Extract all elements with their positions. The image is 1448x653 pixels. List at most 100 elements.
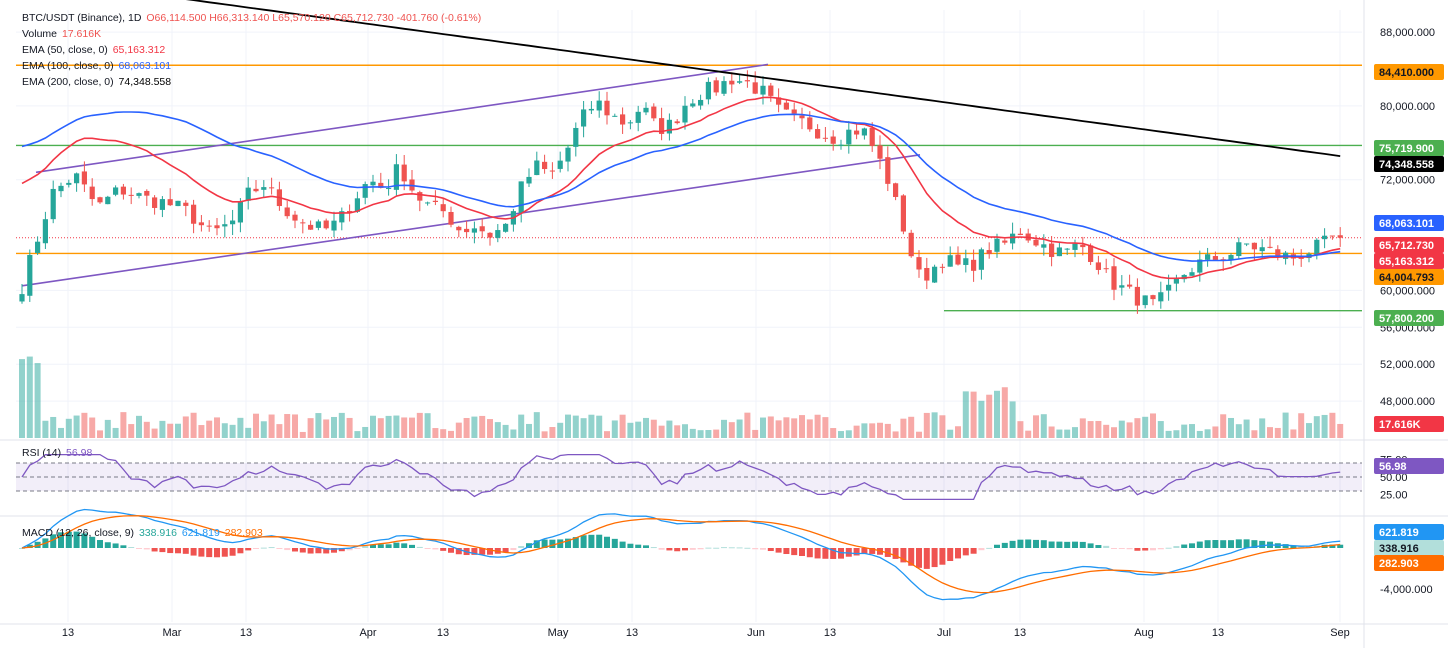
ema200-value: 74,348.558 xyxy=(118,76,172,88)
volume-bar xyxy=(494,422,501,438)
macd-histogram-bar xyxy=(1079,541,1086,548)
volume-bar xyxy=(167,423,174,438)
candle-body xyxy=(877,145,883,159)
candle-body xyxy=(198,222,204,226)
price-tag-label: 56.98 xyxy=(1379,461,1407,473)
volume-bar xyxy=(104,419,111,438)
candle-body xyxy=(456,226,462,231)
candle-body xyxy=(1041,244,1047,248)
volume-bar xyxy=(1337,423,1344,438)
macd-histogram-bar xyxy=(736,547,743,549)
candle-body xyxy=(471,228,477,233)
volume-value: 17.616K xyxy=(61,28,102,40)
ema50-line xyxy=(21,96,1341,280)
macd-histogram-bar xyxy=(955,548,961,559)
volume-bar xyxy=(136,415,142,438)
volume-bar xyxy=(432,428,439,438)
legend-ema50: EMA (50, close, 0) 65,163.312 xyxy=(22,44,167,56)
volume-bar xyxy=(1040,414,1047,438)
candle-body xyxy=(1033,239,1039,246)
candle-body xyxy=(1267,246,1273,248)
macd-histogram-bar xyxy=(73,531,80,548)
volume-bar xyxy=(861,423,868,438)
volume-bar xyxy=(1173,430,1180,438)
candle-body xyxy=(1322,235,1328,240)
volume-bar xyxy=(206,420,213,438)
candle-body xyxy=(1103,268,1109,270)
macd-histogram-bar xyxy=(1056,541,1063,548)
macd-histogram-bar xyxy=(1204,540,1211,548)
macd-histogram-bar xyxy=(978,548,985,551)
volume-bar xyxy=(1095,420,1102,438)
candle-body xyxy=(776,97,782,105)
macd-histogram-bar xyxy=(1337,544,1344,548)
x-tick-label: Aug xyxy=(1134,627,1154,639)
volume-bar xyxy=(1142,416,1149,438)
macd-histogram-bar xyxy=(1040,540,1047,548)
candle-body xyxy=(846,129,852,145)
candle-body xyxy=(604,100,610,116)
volume-bar xyxy=(81,412,88,438)
volume-bar xyxy=(315,413,322,438)
candle-body xyxy=(464,228,470,233)
volume-bar xyxy=(323,419,330,438)
candle-body xyxy=(596,100,602,111)
macd-histogram-bar xyxy=(1173,546,1180,548)
macd-histogram-bar xyxy=(471,548,478,555)
volume-bar xyxy=(830,428,837,438)
macd-histogram-bar xyxy=(1251,540,1258,548)
volume-bar xyxy=(89,417,96,438)
rsi-line xyxy=(21,453,1341,501)
candle-body xyxy=(35,241,41,253)
candle-body xyxy=(58,185,64,192)
macd-histogram-bar xyxy=(1150,548,1156,551)
macd-histogram-bar xyxy=(393,542,400,548)
volume-bar xyxy=(947,429,954,438)
x-tick-label: Mar xyxy=(163,627,182,639)
price-tag-bg xyxy=(1374,524,1444,540)
volume-bar xyxy=(619,414,626,438)
candle-body xyxy=(1072,243,1078,250)
price-tag-bg xyxy=(1374,215,1444,231)
macd-histogram-bar xyxy=(253,548,259,549)
volume-bar xyxy=(253,413,259,438)
candle-body xyxy=(1314,239,1320,255)
candle-body xyxy=(674,121,680,124)
candle-body xyxy=(1337,235,1343,238)
volume-bar xyxy=(666,420,673,438)
price-tick-label: 72,000.000 xyxy=(1380,175,1435,187)
macd-histogram-bar xyxy=(487,548,493,555)
volume-bar xyxy=(604,431,610,438)
macd-histogram-bar xyxy=(151,548,158,552)
candle-body xyxy=(347,210,353,213)
volume-bar xyxy=(596,415,603,438)
volume-bar xyxy=(1243,419,1250,438)
macd-histogram-bar xyxy=(682,548,688,551)
volume-bar xyxy=(1196,430,1203,438)
candle-body xyxy=(1275,249,1281,257)
volume-bar xyxy=(838,431,844,438)
volume-bar xyxy=(354,431,361,438)
macd-histogram-bar xyxy=(814,548,821,559)
macd-histogram-bar xyxy=(947,548,954,562)
volume-bar xyxy=(1150,413,1156,438)
candle-body xyxy=(659,118,665,134)
candle-body xyxy=(854,130,860,135)
candle-body xyxy=(97,197,103,203)
candle-body xyxy=(713,80,719,93)
rsi-value: 56.98 xyxy=(66,447,93,459)
macd-histogram-bar xyxy=(970,548,977,554)
price-tag-bg xyxy=(1374,310,1444,326)
candle-body xyxy=(861,128,867,136)
candle-body xyxy=(440,204,446,212)
candle-body xyxy=(1017,233,1023,235)
x-tick-label: Sep xyxy=(1330,627,1350,639)
macd-histogram-bar xyxy=(1228,540,1234,548)
volume-bar xyxy=(611,420,618,438)
volume-bar xyxy=(1298,413,1305,438)
volume-bar xyxy=(175,423,181,438)
volume-bar xyxy=(112,427,119,438)
candle-body xyxy=(744,80,750,82)
candle-body xyxy=(284,207,290,217)
